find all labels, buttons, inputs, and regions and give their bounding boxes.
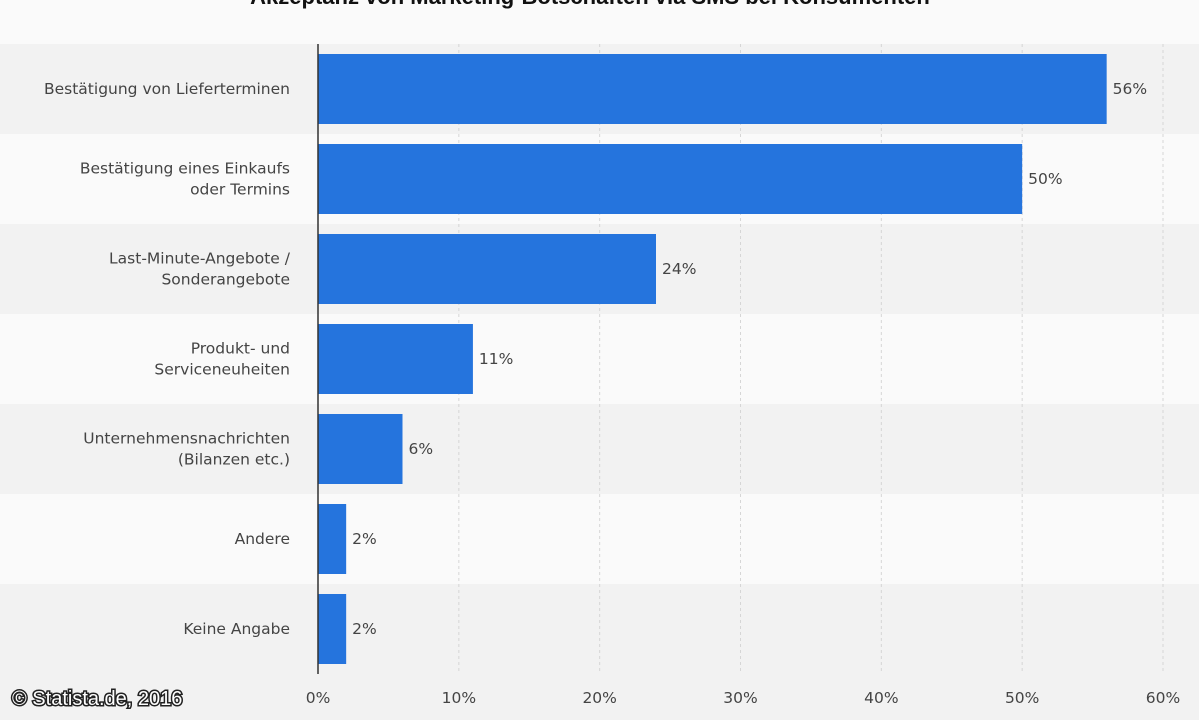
category-label: Produkt- und bbox=[191, 340, 290, 358]
value-label: 50% bbox=[1028, 170, 1062, 188]
value-label: 11% bbox=[479, 350, 513, 368]
category-label: Bestätigung eines Einkaufs bbox=[80, 160, 290, 178]
bar bbox=[318, 414, 403, 484]
value-label: 24% bbox=[662, 260, 696, 278]
bottom-band bbox=[0, 674, 1199, 720]
x-tick-label: 10% bbox=[442, 689, 476, 707]
x-tick-label: 60% bbox=[1146, 689, 1180, 707]
bar bbox=[318, 234, 656, 304]
top-band bbox=[0, 0, 1199, 44]
credit-text: © Statista.de, 2016 bbox=[12, 688, 182, 710]
x-tick-label: 40% bbox=[864, 689, 898, 707]
value-label: 56% bbox=[1113, 80, 1147, 98]
category-label: Andere bbox=[235, 530, 290, 548]
category-label: oder Termins bbox=[190, 181, 290, 199]
bar bbox=[318, 504, 347, 574]
category-label: Bestätigung von Lieferterminen bbox=[44, 80, 290, 98]
bar bbox=[318, 594, 347, 664]
x-tick-label: 30% bbox=[723, 689, 757, 707]
category-label: Sonderangebote bbox=[161, 271, 290, 289]
x-tick-label: 50% bbox=[1005, 689, 1039, 707]
bars bbox=[318, 54, 1107, 664]
value-label: 2% bbox=[352, 620, 377, 638]
value-label: 2% bbox=[352, 530, 377, 548]
category-label: Unternehmensnachrichten bbox=[83, 430, 290, 448]
bar bbox=[318, 324, 473, 394]
category-label: Last-Minute-Angebote / bbox=[109, 250, 291, 268]
chart-title: Akzeptanz von Marketing-Botschaften via … bbox=[250, 0, 930, 9]
value-label: 6% bbox=[409, 440, 434, 458]
x-tick-label: 20% bbox=[582, 689, 616, 707]
category-label: (Bilanzen etc.) bbox=[178, 451, 290, 469]
category-label: Keine Angabe bbox=[183, 620, 290, 638]
bar bbox=[318, 54, 1107, 124]
bar bbox=[318, 144, 1023, 214]
labels: 56% Bestätigung von Lieferterminen 50% Best… bbox=[44, 80, 1180, 707]
x-tick-label: 0% bbox=[306, 689, 331, 707]
category-label: Serviceneuheiten bbox=[154, 361, 290, 379]
